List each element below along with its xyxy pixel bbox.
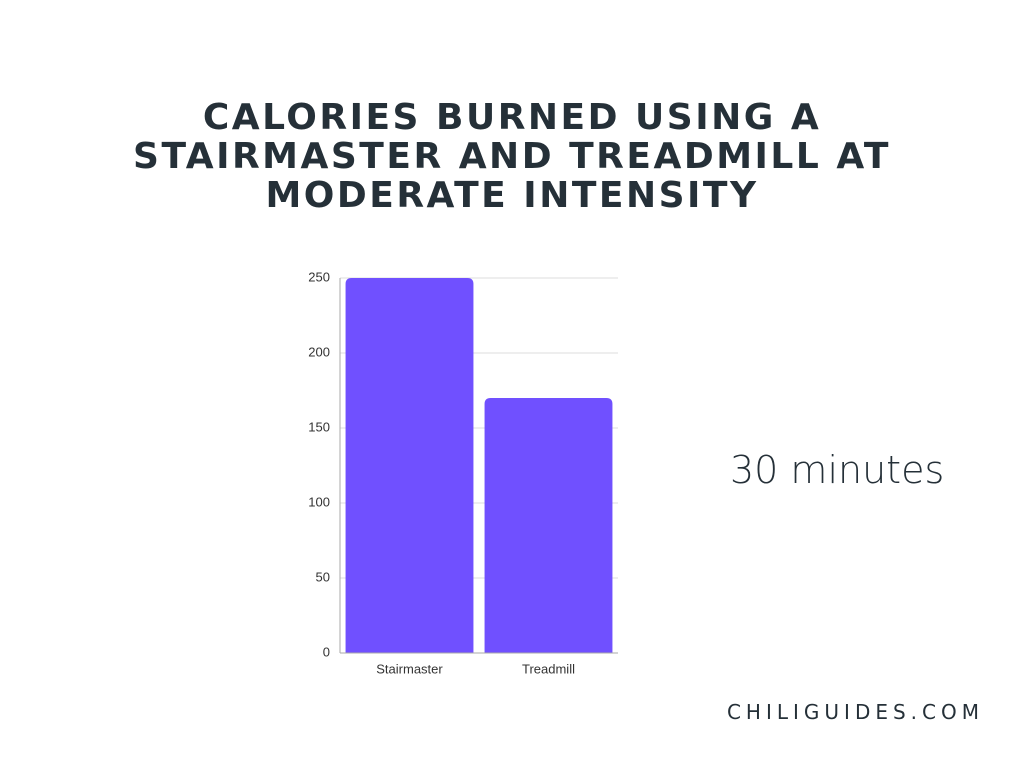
y-tick-label: 50 [316,569,330,584]
bar [484,398,613,653]
annotation: 30 minutes [730,448,945,492]
bar [345,278,474,653]
chart-title: CALORIES BURNED USING A STAIRMASTER AND … [133,97,891,216]
y-tick-label: 0 [323,644,330,659]
x-tick-label: Treadmill [522,661,575,676]
y-tick-label: 200 [308,344,330,359]
y-tick-label: 100 [308,494,330,509]
footer: CHILIGUIDES.COM [726,700,984,724]
y-tick-label: 150 [308,419,330,434]
y-tick-label: 250 [308,269,330,284]
x-tick-label: Stairmaster [376,661,443,676]
